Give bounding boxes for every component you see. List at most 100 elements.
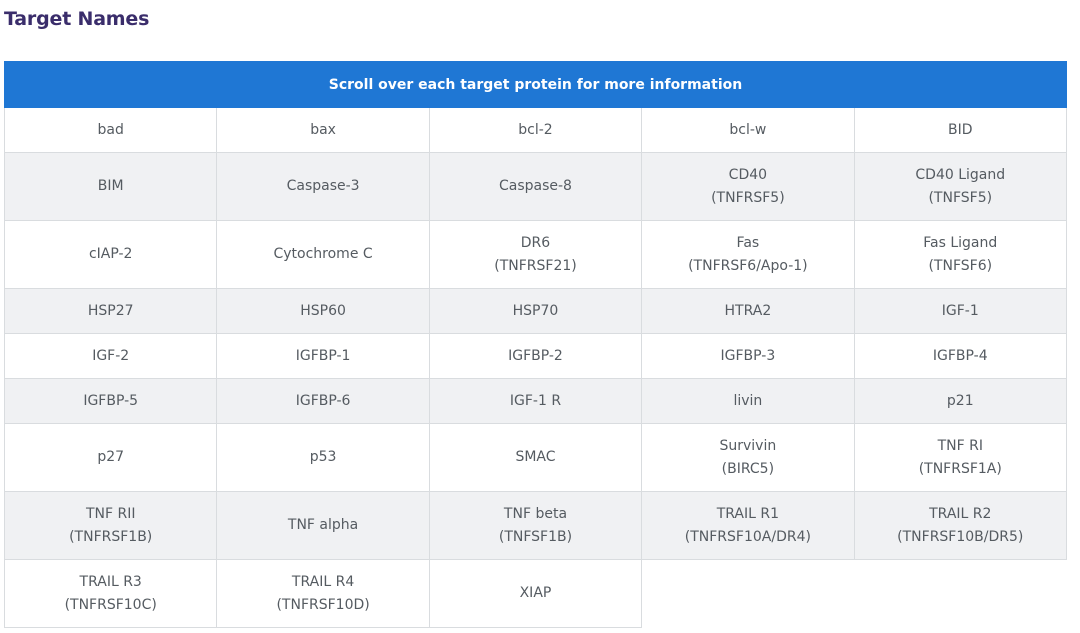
target-name: TRAIL R1 bbox=[716, 505, 780, 522]
target-name: CD40 bbox=[728, 166, 768, 183]
target-name: livin bbox=[733, 392, 763, 409]
target-protein-cell[interactable]: Caspase-3 bbox=[216, 152, 430, 221]
table-row: IGFBP-5 IGFBP-6 IGF-1 R livin p21 bbox=[3, 378, 1067, 424]
target-protein-cell[interactable]: IGFBP-6 bbox=[216, 378, 430, 424]
target-name: cIAP-2 bbox=[88, 246, 133, 262]
target-alias: (TNFRSF21) bbox=[494, 257, 577, 274]
table-body: bad bax bcl-2 bcl-w BID BIM Caspase-3 Caspase-8… bbox=[3, 107, 1067, 628]
target-protein-cell[interactable]: bcl-w bbox=[641, 107, 855, 153]
target-alias: (TNFRSF10B/DR5) bbox=[897, 528, 1024, 545]
target-protein-cell[interactable]: livin bbox=[641, 378, 855, 424]
target-alias: (TNFRSF10C) bbox=[64, 596, 157, 613]
target-protein-cell[interactable]: HTRA2 bbox=[641, 288, 855, 334]
target-protein-cell[interactable]: TRAIL R1 (TNFRSF10A/DR4) bbox=[641, 491, 855, 560]
target-name: TNF beta bbox=[503, 505, 568, 522]
target-name: bcl-2 bbox=[518, 121, 553, 138]
target-protein-cell[interactable]: TRAIL R4 (TNFRSF10D) bbox=[216, 559, 430, 628]
target-name: IGFBP-4 bbox=[932, 347, 988, 364]
target-name: SMAC bbox=[515, 449, 556, 465]
target-alias: (TNFRSF5) bbox=[711, 189, 785, 206]
target-name: Fas bbox=[736, 234, 760, 251]
target-protein-cell[interactable]: Fas (TNFRSF6/Apo-1) bbox=[641, 220, 855, 289]
target-protein-cell[interactable]: IGF-1 R bbox=[428, 378, 643, 424]
target-protein-cell[interactable]: IGFBP-4 bbox=[853, 333, 1067, 379]
target-name: TNF RII bbox=[85, 505, 136, 522]
target-protein-cell[interactable]: HSP60 bbox=[216, 288, 430, 334]
target-alias: (TNFSF6) bbox=[928, 257, 993, 274]
target-name: IGFBP-1 bbox=[295, 347, 351, 364]
target-protein-cell[interactable]: p53 bbox=[216, 423, 430, 492]
target-protein-cell[interactable]: TNF beta (TNFSF1B) bbox=[428, 491, 643, 560]
target-protein-cell[interactable]: XIAP bbox=[428, 559, 643, 628]
table-row: TRAIL R3 (TNFRSF10C) TRAIL R4 (TNFRSF10D) XI… bbox=[3, 559, 1067, 628]
target-name: IGFBP-2 bbox=[508, 347, 563, 364]
target-protein-cell[interactable]: TNF RI (TNFRSF1A) bbox=[853, 423, 1067, 492]
target-protein-cell[interactable]: IGFBP-1 bbox=[216, 333, 430, 379]
target-name: TNF alpha bbox=[287, 517, 359, 533]
target-protein-cell[interactable]: HSP27 bbox=[3, 288, 218, 334]
target-protein-cell[interactable]: IGFBP-5 bbox=[3, 378, 218, 424]
target-protein-cell[interactable]: Caspase-8 bbox=[428, 152, 643, 221]
target-protein-cell[interactable]: IGFBP-2 bbox=[428, 333, 643, 379]
target-protein-cell[interactable]: Survivin (BIRC5) bbox=[641, 423, 855, 492]
target-protein-cell[interactable]: CD40 Ligand (TNFSF5) bbox=[853, 152, 1067, 221]
target-name: IGF-1 R bbox=[509, 392, 562, 409]
table-row: IGF-2 IGFBP-1 IGFBP-2 IGFBP-3 IGFBP-4 bbox=[3, 333, 1067, 379]
target-protein-cell[interactable]: TNF RII (TNFRSF1B) bbox=[3, 491, 218, 560]
target-name: HSP27 bbox=[87, 302, 134, 319]
table-header: Scroll over each target protein for more… bbox=[4, 61, 1067, 108]
target-alias: (TNFRSF6/Apo-1) bbox=[688, 257, 808, 274]
target-protein-cell[interactable]: bax bbox=[216, 107, 430, 153]
empty-cell bbox=[641, 559, 855, 628]
target-name: Cytochrome C bbox=[273, 246, 373, 262]
target-name: IGFBP-5 bbox=[83, 392, 139, 409]
target-protein-cell[interactable]: TNF alpha bbox=[216, 491, 430, 560]
target-protein-cell[interactable]: bad bbox=[3, 107, 218, 153]
target-name: IGFBP-6 bbox=[295, 392, 351, 409]
target-protein-cell[interactable]: p27 bbox=[3, 423, 218, 492]
table-row: p27 p53 SMAC Survivin (BIRC5) TNF RI (TNFRSF1A… bbox=[3, 423, 1067, 492]
target-protein-cell[interactable]: IGF-1 bbox=[853, 288, 1067, 334]
target-name: Caspase-3 bbox=[286, 178, 360, 194]
target-name: TNF RI bbox=[937, 437, 983, 454]
target-names-table: Scroll over each target protein for more… bbox=[3, 61, 1067, 628]
target-protein-cell[interactable]: HSP70 bbox=[428, 288, 643, 334]
target-protein-cell[interactable]: p21 bbox=[853, 378, 1067, 424]
target-protein-cell[interactable]: DR6 (TNFRSF21) bbox=[428, 220, 643, 289]
table-row: cIAP-2 Cytochrome C DR6 (TNFRSF21) Fas (TNFRS… bbox=[3, 220, 1067, 289]
target-alias: (TNFSF5) bbox=[928, 189, 993, 206]
target-name: Caspase-8 bbox=[498, 178, 572, 194]
target-alias: (BIRC5) bbox=[721, 460, 775, 477]
target-name: IGF-1 bbox=[941, 302, 979, 319]
target-name: p53 bbox=[309, 449, 337, 465]
target-name: p21 bbox=[946, 392, 974, 409]
target-name: BID bbox=[948, 121, 973, 138]
target-name: TRAIL R4 bbox=[291, 573, 355, 590]
target-name: HSP70 bbox=[512, 302, 559, 319]
target-protein-cell[interactable]: BID bbox=[853, 107, 1067, 153]
target-protein-cell[interactable]: Fas Ligand (TNFSF6) bbox=[853, 220, 1067, 289]
target-protein-cell[interactable]: bcl-2 bbox=[428, 107, 643, 153]
target-protein-cell[interactable]: BIM bbox=[3, 152, 218, 221]
target-name: bax bbox=[310, 121, 336, 138]
target-alias: (TNFRSF10A/DR4) bbox=[684, 528, 811, 545]
table-header-row: Scroll over each target protein for more… bbox=[4, 61, 1067, 108]
target-name: TRAIL R3 bbox=[79, 573, 142, 590]
target-protein-cell[interactable]: IGFBP-3 bbox=[641, 333, 855, 379]
target-alias: (TNFRSF1A) bbox=[918, 460, 1002, 477]
target-name: IGF-2 bbox=[92, 347, 130, 364]
target-protein-cell[interactable]: TRAIL R3 (TNFRSF10C) bbox=[3, 559, 218, 628]
target-name: TRAIL R2 bbox=[929, 505, 992, 522]
table-row: bad bax bcl-2 bcl-w BID bbox=[3, 107, 1067, 153]
target-name: HSP60 bbox=[300, 302, 346, 319]
target-name: CD40 Ligand bbox=[915, 166, 1006, 183]
target-protein-cell[interactable]: TRAIL R2 (TNFRSF10B/DR5) bbox=[853, 491, 1067, 560]
target-alias: (TNFSF1B) bbox=[498, 528, 573, 545]
target-protein-cell[interactable]: SMAC bbox=[428, 423, 643, 492]
target-protein-cell[interactable]: cIAP-2 bbox=[3, 220, 218, 289]
table-row: BIM Caspase-3 Caspase-8 CD40 (TNFRSF5) CD40 L… bbox=[3, 152, 1067, 221]
target-protein-cell[interactable]: CD40 (TNFRSF5) bbox=[641, 152, 855, 221]
target-alias: (TNFRSF1B) bbox=[69, 528, 153, 545]
target-protein-cell[interactable]: Cytochrome C bbox=[216, 220, 430, 289]
target-protein-cell[interactable]: IGF-2 bbox=[3, 333, 218, 379]
